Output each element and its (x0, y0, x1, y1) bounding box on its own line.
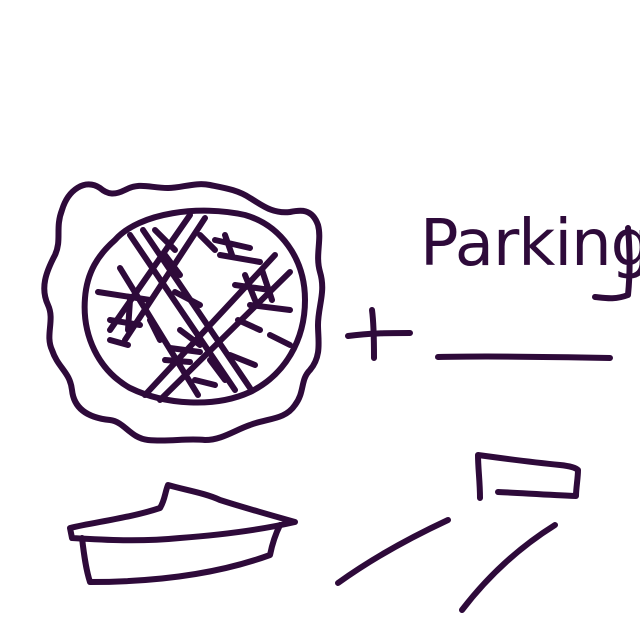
parking-line-left (335, 517, 451, 586)
pie-crust-outline (41, 181, 326, 444)
blank-line (435, 353, 613, 361)
pie-top-icon (41, 181, 326, 444)
parking-line-right (459, 522, 558, 613)
lattice-strip (122, 215, 208, 343)
lattice-strip (127, 232, 238, 393)
plus-icon (345, 307, 413, 361)
parking-word: Parking (420, 207, 640, 281)
pie-slice-icon (67, 482, 298, 585)
pie-filling-outline (81, 207, 308, 406)
lattice-detail (95, 227, 293, 388)
lattice-strip (142, 252, 278, 398)
pie-slice-body (79, 522, 283, 585)
lattice-strip (107, 212, 193, 333)
plus-vertical (369, 307, 377, 361)
pie-slice-top (67, 482, 298, 544)
parking-lot-icon (335, 452, 581, 613)
plus-horizontal (345, 330, 413, 339)
g-descender (592, 225, 633, 302)
parking-marker (475, 452, 581, 501)
